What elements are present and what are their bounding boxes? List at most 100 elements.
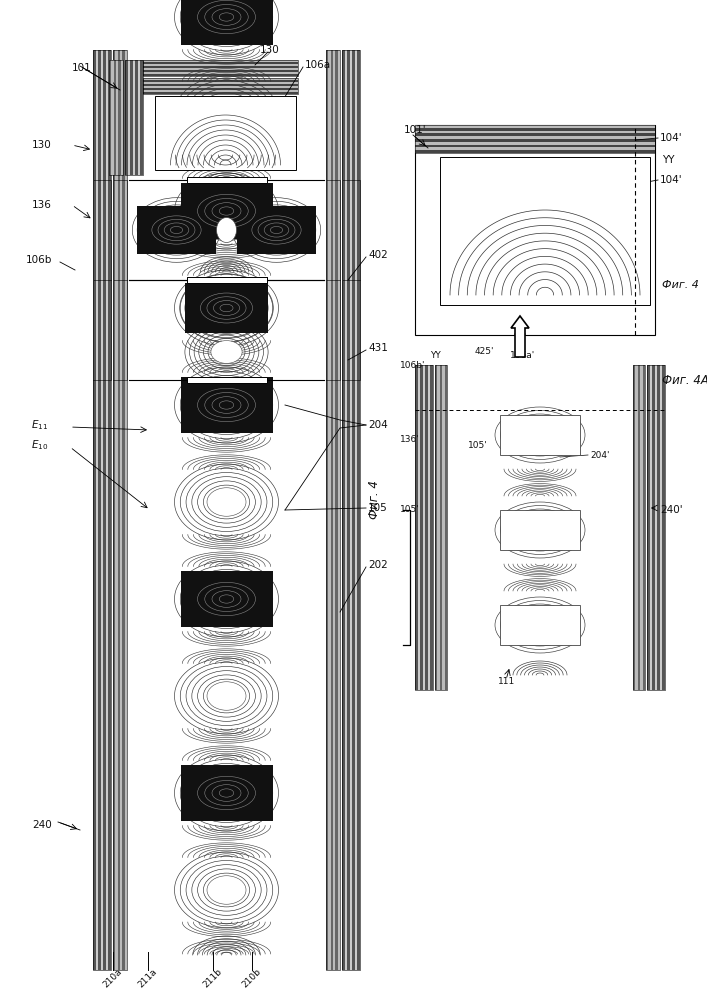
Bar [106, 50, 108, 970]
Bar [93, 280, 111, 380]
Bar [331, 50, 333, 970]
Text: 101: 101 [72, 63, 92, 73]
Text: 240: 240 [33, 820, 52, 830]
Text: 105: 105 [368, 503, 387, 513]
Bar [633, 365, 645, 690]
Text: 204: 204 [368, 420, 387, 430]
Bar [633, 365, 636, 690]
Bar [326, 50, 328, 970]
Bar [326, 180, 328, 280]
Bar [647, 365, 650, 690]
Bar [352, 50, 355, 970]
Bar [435, 365, 438, 690]
Bar [331, 280, 333, 380]
Bar [180, 571, 272, 627]
Bar [355, 180, 358, 280]
Bar [143, 74, 298, 76]
Bar [121, 60, 123, 175]
Bar [143, 62, 298, 64]
Bar [326, 50, 340, 970]
Bar [103, 180, 106, 280]
Bar [415, 125, 655, 153]
Bar [355, 50, 358, 970]
Text: 104': 104' [660, 133, 683, 143]
Ellipse shape [207, 488, 246, 516]
Bar [143, 70, 298, 72]
Text: 204': 204' [590, 450, 609, 460]
Bar [108, 180, 111, 280]
Bar [143, 60, 298, 76]
Bar [352, 280, 355, 380]
Bar [423, 365, 426, 690]
Text: 106b': 106b' [400, 360, 426, 369]
Bar [113, 180, 115, 280]
Bar [122, 180, 124, 280]
Text: YY: YY [662, 155, 674, 165]
Bar [355, 280, 358, 380]
Text: 136: 136 [32, 200, 52, 210]
Bar [111, 60, 114, 175]
Bar [328, 50, 331, 970]
Bar [415, 125, 655, 128]
Bar [143, 80, 298, 82]
Bar [120, 280, 122, 380]
Bar [143, 66, 298, 68]
Bar [328, 180, 331, 280]
Bar [143, 84, 298, 86]
Text: $E_{11}$: $E_{11}$ [31, 418, 48, 432]
Bar [450, 365, 630, 690]
Bar [130, 60, 133, 175]
Bar [103, 50, 106, 970]
Bar [326, 180, 340, 280]
Bar [662, 365, 665, 690]
Bar [113, 280, 115, 380]
Text: 101': 101' [404, 125, 426, 135]
Bar [442, 365, 445, 690]
Bar [93, 280, 95, 380]
Text: 210a: 210a [102, 967, 124, 989]
Bar [187, 277, 267, 283]
Bar [133, 60, 135, 175]
Bar [415, 139, 655, 142]
Text: 130: 130 [260, 45, 280, 55]
Text: 106b: 106b [25, 255, 52, 265]
Bar [415, 365, 418, 690]
Ellipse shape [207, 294, 246, 322]
Bar [431, 365, 433, 690]
Text: 202: 202 [368, 560, 387, 570]
Bar [93, 180, 111, 280]
Text: 431: 431 [368, 343, 388, 353]
Bar [115, 280, 117, 380]
Bar [141, 60, 143, 175]
Text: $E_{10}$: $E_{10}$ [30, 438, 48, 452]
Text: 105': 105' [400, 506, 420, 514]
Bar [185, 283, 268, 333]
Bar [342, 50, 344, 970]
Bar [350, 180, 352, 280]
Bar [113, 280, 127, 380]
Bar [326, 280, 340, 380]
Bar [428, 365, 431, 690]
Bar [342, 280, 344, 380]
Bar [95, 50, 98, 970]
Bar [335, 280, 338, 380]
Bar [114, 60, 116, 175]
Text: Фиг. 4A: Фиг. 4A [662, 373, 707, 386]
Bar [415, 131, 655, 133]
Ellipse shape [207, 100, 246, 128]
Text: 240': 240' [660, 505, 683, 515]
Bar [641, 365, 643, 690]
Bar [143, 78, 298, 80]
Bar [120, 180, 122, 280]
Bar [445, 365, 447, 690]
Bar [338, 50, 340, 970]
Bar [440, 157, 650, 305]
Bar [155, 96, 296, 170]
Bar [500, 605, 580, 645]
Bar [342, 180, 344, 280]
Bar [358, 280, 360, 380]
Bar [338, 180, 340, 280]
Bar [658, 365, 660, 690]
Ellipse shape [216, 218, 237, 242]
Bar [117, 280, 120, 380]
